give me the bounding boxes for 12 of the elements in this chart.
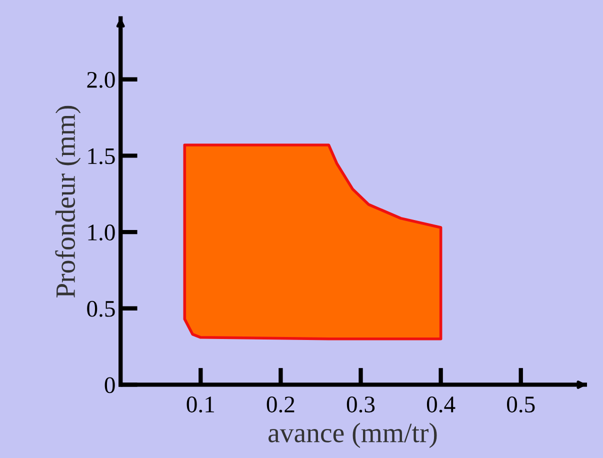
y-tick-label: 0.5 [87, 300, 115, 317]
y-axis-title: Profondeur (mm) [55, 106, 81, 298]
y-tick-label: 2.0 [87, 72, 115, 88]
x-tick-label: 0.2 [266, 396, 294, 413]
x-tick-label: 0.5 [507, 396, 535, 413]
x-tick-label: 0.4 [426, 396, 456, 413]
y-tick-label: 0 [104, 377, 115, 394]
x-tick-label: 0.1 [186, 396, 214, 413]
y-tick-label: 1.5 [88, 148, 115, 164]
x-tick-label: 0.3 [346, 396, 375, 413]
x-axis-title: avance (mm/tr) [268, 422, 437, 448]
y-tick-label: 1.0 [88, 224, 115, 241]
